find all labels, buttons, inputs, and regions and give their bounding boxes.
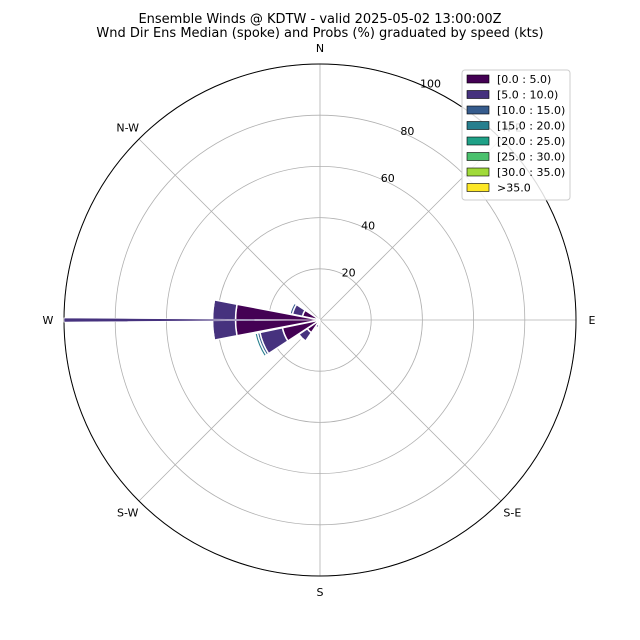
sector-4-bin-3: [296, 333, 307, 344]
chart-subtitle: Wnd Dir Ens Median (spoke) and Probs (%)…: [96, 26, 543, 41]
direction-label-4: S-E: [503, 506, 521, 519]
legend-swatch-8: [466, 183, 490, 192]
legend-frame: [461, 69, 571, 201]
legend-label-2: [5.0 : 10.0): [497, 89, 558, 102]
legend-label-5: [20.0 : 25.0): [497, 135, 565, 148]
chart-title: Ensemble Winds @ KDTW - valid 2025-05-02…: [138, 12, 501, 27]
direction-label-8: N-W: [116, 122, 139, 135]
legend-label-4: [15.0 : 20.0): [497, 120, 565, 133]
sector-5-bin-2: [314, 323, 320, 329]
sector-2-bin-3: [210, 298, 216, 342]
legend-swatch-6: [466, 152, 490, 161]
direction-label-5: S: [317, 586, 324, 599]
grid-spoke-6: [138, 319, 321, 502]
radial-tick-1: 20: [342, 267, 356, 280]
legend-label-7: [30.0 : 35.0): [497, 166, 565, 179]
legend-swatch-5: [466, 136, 490, 146]
radial-tick-3: 60: [381, 172, 395, 185]
grid-spoke-4: [319, 319, 502, 502]
legend-swatch-7: [466, 167, 490, 177]
radial-tick-2: 40: [361, 219, 375, 232]
sector-3-bin-4: [253, 332, 268, 358]
legend-label-3: [10.0 : 15.0): [497, 104, 565, 117]
direction-label-6: S-W: [117, 506, 139, 519]
radial-tick-5: 100: [420, 77, 441, 90]
legend-label-8: >35.0: [497, 182, 531, 195]
wind-sectors: [210, 298, 321, 358]
radial-tick-4: 80: [400, 125, 414, 138]
sector-1-bin-3: [289, 302, 298, 316]
legend-swatch-1: [466, 74, 490, 84]
grid-spoke-8: [138, 138, 321, 321]
legend-swatch-4: [466, 121, 490, 130]
median-spoke: [63, 317, 321, 323]
radial-tick-labels: 20 40 60 80 100: [342, 77, 441, 279]
direction-label-7: W: [43, 314, 54, 327]
median-spoke-group: [63, 317, 321, 323]
legend-label-1: [0.0 : 5.0): [497, 73, 551, 86]
direction-label-1: N: [316, 42, 324, 55]
legend-swatch-3: [466, 105, 490, 115]
direction-label-3: E: [589, 314, 596, 327]
legend-label-6: [25.0 : 30.0): [497, 151, 565, 164]
legend: [0.0 : 5.0) [5.0 : 10.0) [10.0 : 15.0) [15.…: [461, 69, 571, 201]
legend-swatch-2: [466, 90, 490, 99]
